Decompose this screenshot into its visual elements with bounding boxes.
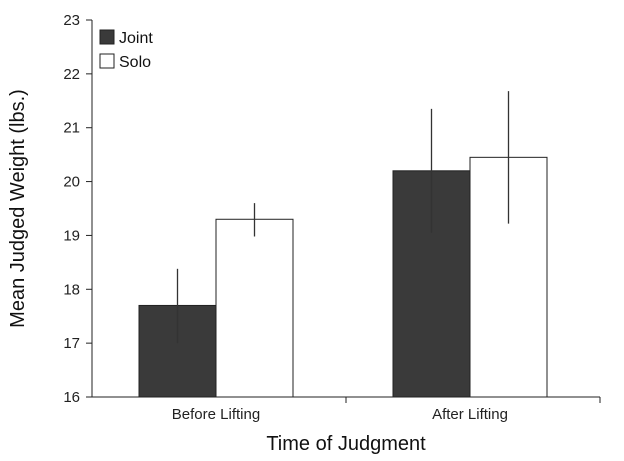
- legend-swatch-solo: [99, 53, 115, 69]
- y-axis-title: Mean Judged Weight (lbs.): [7, 89, 29, 328]
- y-tick-label: 20: [63, 174, 80, 191]
- legend: Joint Solo: [99, 29, 153, 71]
- x-tick-label: After Lifting: [432, 406, 508, 423]
- y-tick-label: 16: [63, 389, 80, 406]
- legend-label-joint: Joint: [119, 30, 153, 47]
- y-tick-label: 19: [63, 227, 80, 244]
- x-tick-label: Before Lifting: [172, 406, 260, 423]
- y-tick-label: 17: [63, 335, 80, 352]
- error-bars: [176, 91, 510, 344]
- x-tick-labels: Before Lifting After Lifting: [172, 397, 601, 423]
- bar-solo-1: [469, 156, 548, 398]
- x-axis-title: Time of Judgment: [266, 433, 426, 455]
- y-ticks: 16 17 18 19 20 21 22 23: [63, 12, 92, 406]
- y-tick-label: 21: [63, 120, 80, 137]
- y-tick-label: 22: [63, 66, 80, 83]
- y-tick-label: 23: [63, 12, 80, 29]
- legend-swatch-joint: [99, 29, 115, 45]
- bar-solo-0: [215, 218, 294, 398]
- legend-label-solo: Solo: [119, 54, 151, 71]
- y-tick-label: 18: [63, 281, 80, 298]
- bars: [138, 156, 548, 398]
